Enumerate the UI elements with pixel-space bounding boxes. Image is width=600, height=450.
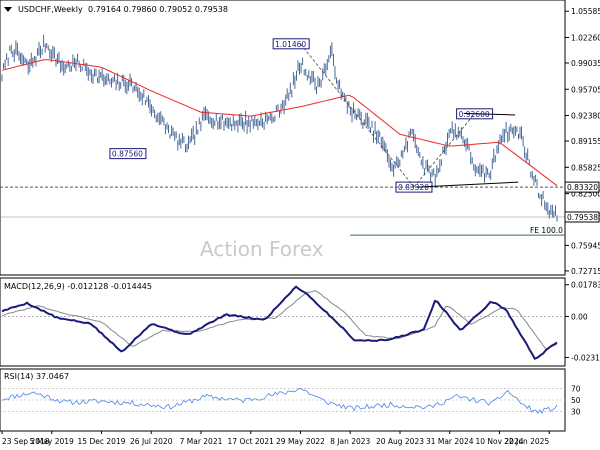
price-axis: 1.05585 1.02260 0.99035 0.95705 0.92380 0.891… (565, 7, 600, 276)
time-tick-label: 8 Jan 2023 (330, 437, 370, 446)
time-tick-label: 5 May 2019 (30, 437, 74, 446)
macd-signal-line (1, 290, 558, 350)
rsi-tick-label: 70 (571, 384, 581, 393)
time-tick-label: 31 Mar 2024 (426, 437, 474, 446)
time-tick-label: 29 May 2022 (276, 437, 325, 446)
macd-tick-label: -0.023159 (571, 354, 600, 363)
level-box (564, 181, 600, 193)
price-tick-label: 0.89155 (571, 137, 600, 146)
fib-label: FE 100.0 (530, 226, 563, 235)
time-tick-label: 10 Nov 2024 (475, 437, 523, 446)
rsi-label: RSI(14) 37.0467 (4, 372, 69, 381)
moving-average-line (1, 59, 558, 187)
price-tick-label: 1.05585 (571, 7, 600, 16)
price-label: 0.83320 (398, 183, 429, 192)
ohlc-values: 0.79164 0.79860 0.79052 0.79538 (88, 5, 228, 14)
time-tick-label: 15 Dec 2019 (78, 437, 126, 446)
macd-tick-label: 0.017833 (571, 281, 600, 290)
rsi-axis: 70 50 30 (0, 384, 581, 417)
price-label-box (272, 38, 310, 50)
dropdown-icon[interactable] (4, 7, 12, 12)
price-label-box (109, 148, 147, 160)
time-tick-label: 20 Aug 2023 (376, 437, 424, 446)
rsi-panel: 70 50 30 RSI(14) 37.0467 (0, 368, 581, 432)
time-tick-label: 26 Jul 2020 (130, 437, 173, 446)
price-label: 0.87560 (112, 150, 143, 159)
symbol-label: USDCHF,Weekly (18, 5, 83, 14)
projection-guide (300, 43, 415, 188)
price-tick-label: 0.92380 (571, 112, 600, 121)
trendline-lower (417, 181, 519, 188)
watermark: Action Forex (200, 237, 324, 261)
time-tick-label: 22 Jun 2025 (504, 437, 549, 446)
rsi-tick-label: 50 (571, 396, 581, 405)
price-tick-label: 0.82500 (571, 190, 600, 199)
time-tick-label: 17 Oct 2021 (228, 437, 275, 446)
macd-axis: 0.017833 0.00 -0.023159 (0, 281, 600, 363)
rsi-tick-label: 30 (571, 408, 581, 417)
time-tick-label: 7 Mar 2021 (180, 437, 223, 446)
rsi-line (1, 388, 558, 415)
price-tick-label: 1.02260 (571, 33, 600, 42)
price-tick-label: 0.95705 (571, 85, 600, 94)
current-price-label: 0.79538 (567, 213, 598, 222)
price-tick-label: 0.99035 (571, 59, 600, 68)
macd-label: MACD(12,26,9) -0.012128 -0.014445 (4, 282, 152, 291)
price-label: 0.92600 (459, 110, 490, 119)
current-price-box (564, 211, 600, 223)
macd-tick-label: 0.00 (571, 312, 588, 321)
trendline-upper (463, 112, 516, 116)
price-tick-label: 0.75945 (571, 241, 600, 250)
macd-line (1, 285, 558, 360)
price-label: 1.01460 (275, 40, 306, 49)
macd-panel: 0.017833 0.00 -0.023159 MACD(12,26,9) -0.0… (0, 277, 600, 367)
price-tick-label: 0.85825 (571, 163, 600, 172)
price-panel: 1.05585 1.02260 0.99035 0.95705 0.92380 0.891… (0, 0, 600, 276)
time-tick-label: 23 Sep 2018 (2, 437, 50, 446)
price-tick-label: 0.72715 (571, 267, 600, 276)
projection-guide (413, 113, 475, 188)
level-label: 0.83320 (567, 183, 598, 192)
